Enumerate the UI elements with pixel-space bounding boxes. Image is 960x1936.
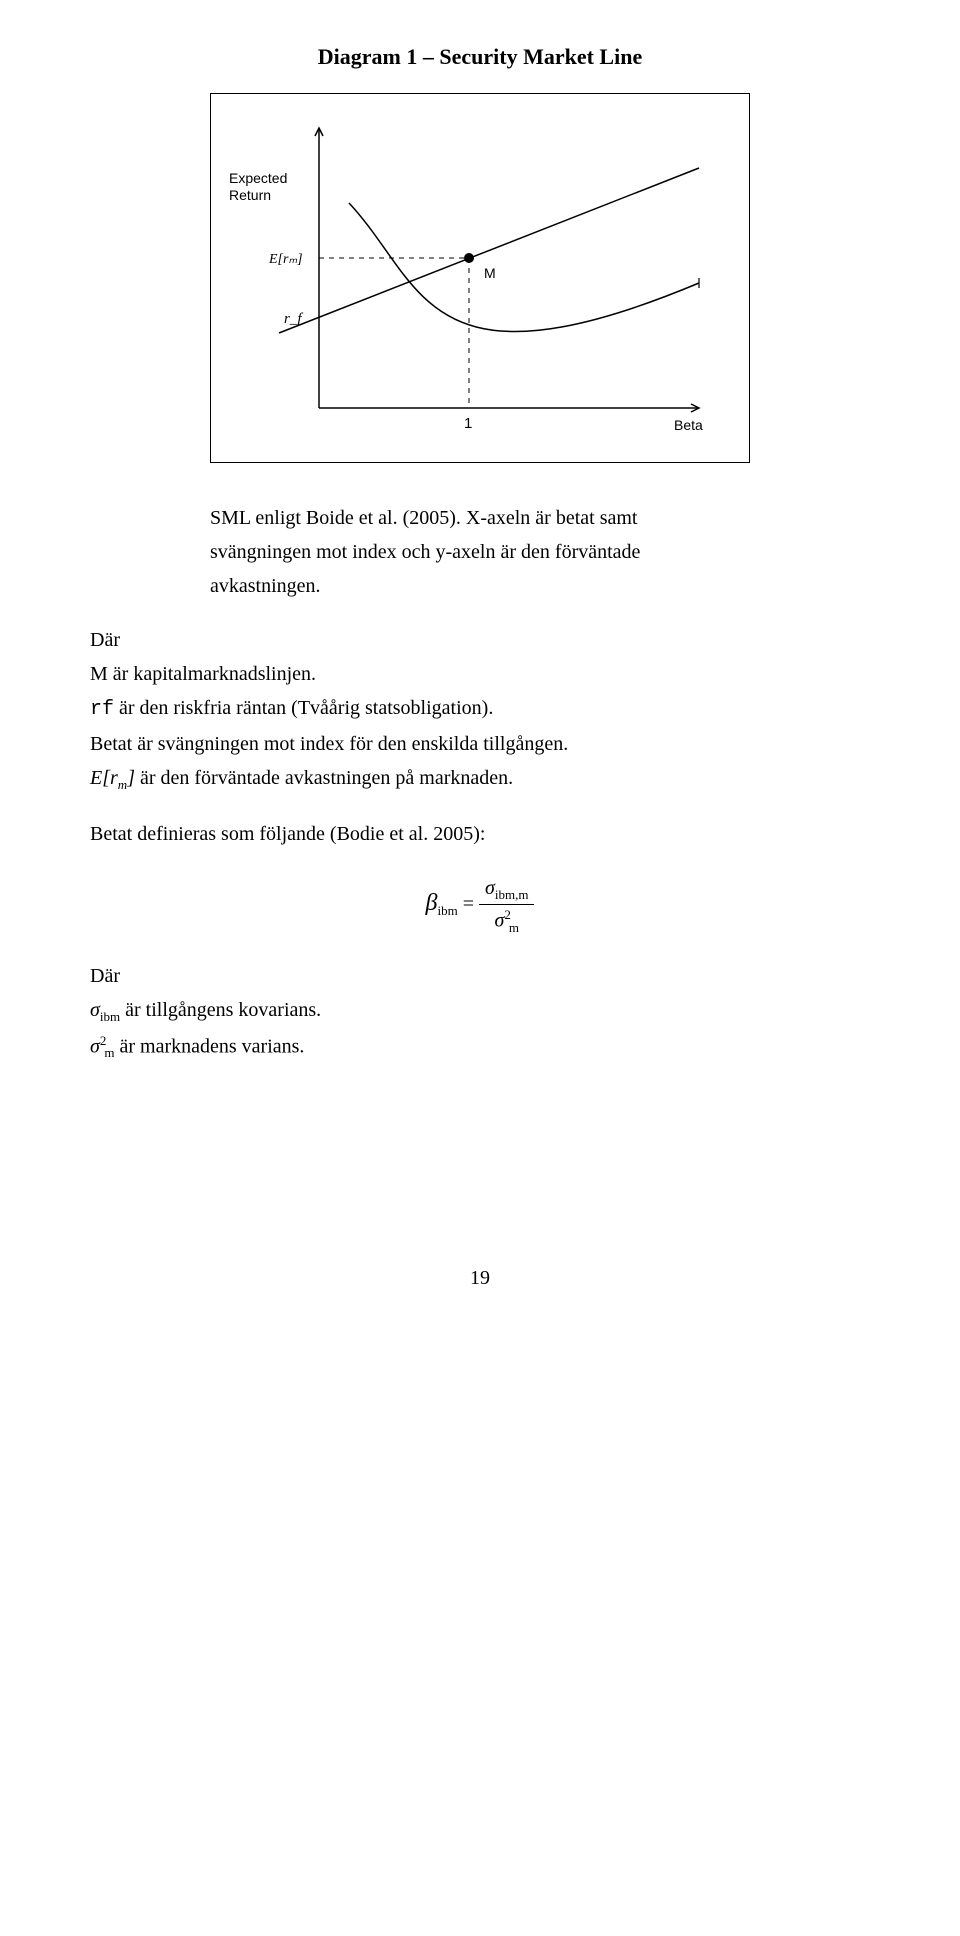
caption-line-1: SML enligt Boide et al. (2005). X-axeln … <box>210 503 870 533</box>
sigma-ibm-sub: ibm <box>100 1009 120 1024</box>
y-axis-label-2: Return <box>229 187 271 203</box>
frontier-curve <box>349 203 699 332</box>
caption-block: SML enligt Boide et al. (2005). X-axeln … <box>210 503 870 601</box>
sigma-m-sub: m <box>104 1045 114 1060</box>
y-axis-label-1: Expected <box>229 170 287 186</box>
y-tick-rf: r_f <box>284 311 303 327</box>
definitions-block-1: Där M är kapitalmarknadslinjen. rf är de… <box>90 625 870 795</box>
diagram-title: Diagram 1 – Security Market Line <box>90 40 870 73</box>
def-rf: rf är den riskfria räntan (Tvåårig stats… <box>90 693 870 725</box>
den-sub: m <box>509 920 519 935</box>
caption-line-3: avkastningen. <box>210 571 870 601</box>
where-1: Där <box>90 625 870 655</box>
sigma-m-sym: σ <box>90 1035 100 1057</box>
sml-figure: Expected Return E[rₘ] r_f M 1 Beta <box>210 93 750 463</box>
sigma-m-text: är marknadens varians. <box>115 1035 305 1057</box>
point-m <box>464 253 474 263</box>
def-erm: E[rm] är den förväntade avkastningen på … <box>90 763 870 795</box>
fraction-num: σibm,m <box>479 873 534 906</box>
beta-def-intro: Betat definieras som följande (Bodie et … <box>90 819 870 849</box>
caption-line-2: svängningen mot index och y-axeln är den… <box>210 537 870 567</box>
definitions-block-2: Där σibm är tillgångens kovarians. σ2m ä… <box>90 961 870 1063</box>
def-m: M är kapitalmarknadslinjen. <box>90 659 870 689</box>
sigma-ibm-text: är tillgångens kovarians. <box>120 999 321 1021</box>
def-sigma-m: σ2m är marknadens varians. <box>90 1031 870 1063</box>
sml-line <box>279 168 699 333</box>
def-sigma-ibm: σibm är tillgångens kovarians. <box>90 995 870 1027</box>
sml-svg: Expected Return E[rₘ] r_f M 1 Beta <box>229 108 729 448</box>
fraction-den: σ2m <box>479 905 534 937</box>
erm-sub: m <box>118 777 127 792</box>
num-sigma: σ <box>485 877 495 899</box>
page-number: 19 <box>90 1263 870 1293</box>
equals: = <box>463 892 479 914</box>
den-sigma: σ <box>494 910 504 932</box>
rf-text: är den riskfria räntan (Tvåårig statsobl… <box>114 697 493 719</box>
rf-symbol: rf <box>90 698 114 721</box>
where-2: Där <box>90 961 870 991</box>
erm-pre: E[r <box>90 767 118 789</box>
beta-def-line: Betat definieras som följande (Bodie et … <box>90 819 870 849</box>
beta-formula: βibm = σibm,m σ2m <box>90 873 870 938</box>
fraction: σibm,m σ2m <box>479 873 534 938</box>
erm-text: är den förväntade avkastningen på markna… <box>140 767 513 789</box>
beta-sub: ibm <box>437 902 457 917</box>
sigma-ibm-sym: σ <box>90 999 100 1021</box>
label-m: M <box>484 265 496 281</box>
y-tick-erm: E[rₘ] <box>268 252 303 267</box>
beta-symbol: β <box>426 889 438 915</box>
num-sub: ibm,m <box>495 887 529 902</box>
x-axis-label: Beta <box>674 417 703 433</box>
def-beta: Betat är svängningen mot index för den e… <box>90 729 870 759</box>
erm-bracket: ] <box>127 767 135 789</box>
x-tick-1: 1 <box>464 415 472 432</box>
